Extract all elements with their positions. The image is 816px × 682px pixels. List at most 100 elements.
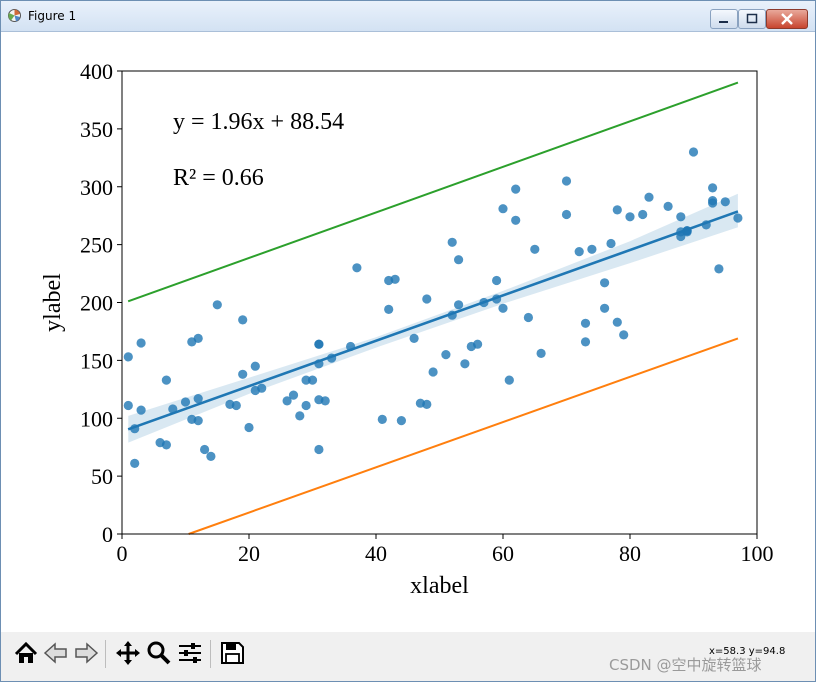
pan-icon bbox=[116, 641, 140, 665]
data-point bbox=[676, 212, 686, 222]
confidence-band bbox=[128, 193, 738, 443]
data-point bbox=[193, 394, 203, 404]
data-point bbox=[447, 237, 457, 247]
data-point bbox=[288, 390, 299, 400]
x-tick-label: 100 bbox=[741, 541, 774, 566]
data-point bbox=[498, 204, 508, 214]
window-title: Figure 1 bbox=[28, 9, 77, 23]
data-point bbox=[720, 197, 730, 207]
y-tick-label: 150 bbox=[80, 348, 113, 373]
figure-canvas[interactable]: 0 20 40 60 80 100 0 50 100 150 200 250 300 350 400 xla… bbox=[9, 32, 809, 632]
forward-button[interactable] bbox=[71, 638, 101, 668]
data-point bbox=[688, 147, 699, 157]
data-point bbox=[422, 399, 432, 409]
regression-equation: y = 1.96x + 88.54 bbox=[173, 109, 344, 135]
data-point bbox=[511, 215, 521, 225]
data-point bbox=[504, 375, 514, 385]
home-icon bbox=[14, 641, 38, 663]
data-point bbox=[136, 338, 146, 348]
r-squared-annotation: R² = 0.66 bbox=[173, 165, 264, 191]
data-point bbox=[708, 183, 718, 193]
data-point bbox=[384, 304, 394, 314]
data-point bbox=[708, 196, 718, 206]
home-button[interactable] bbox=[11, 638, 41, 668]
data-point bbox=[301, 400, 311, 411]
data-point bbox=[193, 416, 203, 426]
data-point bbox=[473, 339, 483, 349]
data-point bbox=[295, 411, 305, 421]
data-point bbox=[580, 318, 591, 328]
y-tick-label: 200 bbox=[80, 291, 113, 316]
cursor-coordinates: x=58.3 y=94.8 bbox=[709, 646, 786, 657]
save-disk-icon bbox=[221, 642, 244, 664]
data-point bbox=[460, 359, 470, 369]
data-point bbox=[644, 192, 654, 202]
data-point bbox=[441, 350, 451, 360]
sliders-icon bbox=[179, 643, 201, 663]
forward-arrow-icon bbox=[75, 642, 99, 664]
data-point bbox=[161, 440, 171, 450]
data-point bbox=[638, 209, 648, 220]
figure-app-icon bbox=[8, 9, 21, 22]
data-point bbox=[282, 396, 292, 406]
x-tick-label: 0 bbox=[117, 541, 128, 566]
data-point bbox=[580, 337, 591, 347]
minimize-button[interactable] bbox=[710, 9, 738, 29]
y-tick-label: 0 bbox=[102, 522, 113, 547]
data-point bbox=[612, 317, 622, 327]
data-point bbox=[314, 444, 324, 455]
x-axis-label: xlabel bbox=[410, 573, 469, 599]
regression-line bbox=[127, 210, 739, 431]
data-point bbox=[663, 201, 673, 211]
configure-subplots-button[interactable] bbox=[175, 638, 205, 668]
lower-bound-line bbox=[188, 337, 739, 535]
y-tick-label: 250 bbox=[80, 233, 113, 258]
data-point bbox=[536, 348, 546, 358]
upper-bound-line bbox=[127, 81, 739, 303]
data-point bbox=[561, 176, 572, 186]
x-tick-label: 60 bbox=[492, 541, 514, 566]
data-point bbox=[561, 209, 572, 220]
data-point bbox=[206, 451, 216, 461]
data-point bbox=[377, 414, 387, 424]
zoom-magnifier-icon bbox=[147, 641, 171, 665]
data-point bbox=[193, 333, 203, 343]
title-bar: Figure 1 bbox=[1, 1, 815, 32]
data-point bbox=[492, 275, 502, 286]
data-point bbox=[428, 367, 438, 377]
data-point bbox=[244, 422, 254, 433]
y-tick-label: 300 bbox=[80, 175, 113, 200]
data-point bbox=[498, 303, 508, 313]
data-point bbox=[523, 312, 534, 323]
x-tick-label: 80 bbox=[619, 541, 641, 566]
data-point bbox=[676, 231, 686, 242]
data-point bbox=[200, 444, 210, 455]
y-tick-label: 400 bbox=[80, 59, 113, 84]
data-point bbox=[409, 333, 419, 343]
data-point bbox=[625, 212, 635, 222]
save-button[interactable] bbox=[217, 638, 247, 668]
data-point bbox=[161, 375, 171, 385]
y-tick-label: 100 bbox=[80, 406, 113, 431]
data-point bbox=[180, 397, 191, 407]
zoom-button[interactable] bbox=[144, 638, 174, 668]
data-point bbox=[238, 369, 248, 379]
data-point bbox=[238, 315, 248, 325]
close-button[interactable] bbox=[766, 9, 808, 29]
x-tick-label: 40 bbox=[365, 541, 387, 566]
maximize-button[interactable] bbox=[738, 9, 766, 29]
data-point bbox=[390, 274, 400, 284]
data-point bbox=[231, 400, 241, 411]
data-point bbox=[454, 255, 464, 265]
data-point bbox=[250, 361, 260, 371]
data-point bbox=[352, 263, 362, 273]
data-point bbox=[454, 300, 464, 310]
data-point bbox=[619, 330, 629, 340]
y-tick-label: 50 bbox=[91, 464, 113, 489]
y-tick-label: 350 bbox=[80, 117, 113, 142]
data-point bbox=[612, 205, 622, 215]
data-point bbox=[130, 458, 140, 468]
back-button[interactable] bbox=[41, 638, 71, 668]
pan-button[interactable] bbox=[113, 638, 143, 668]
